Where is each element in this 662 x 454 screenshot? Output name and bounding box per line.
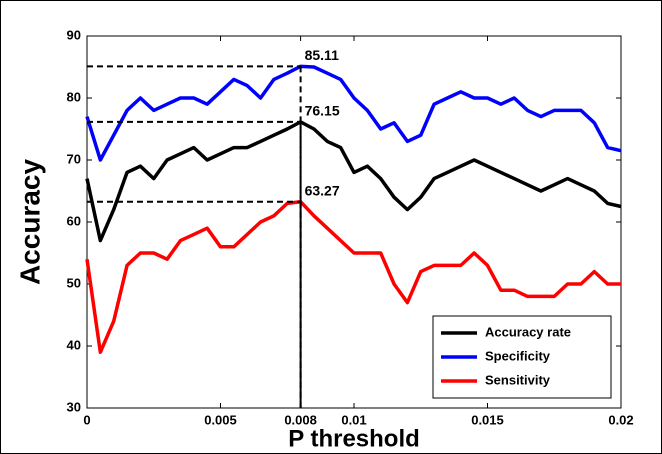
y-tick-label: 80 <box>67 89 81 104</box>
legend-label: Accuracy rate <box>485 324 571 339</box>
y-tick-label: 50 <box>67 275 81 290</box>
y-axis-label: Accuracy <box>14 159 45 286</box>
y-tick-label: 30 <box>67 399 81 414</box>
legend-label: Specificity <box>485 348 551 363</box>
legend-label: Sensitivity <box>485 372 551 387</box>
annotation-label: 85.11 <box>305 47 339 63</box>
annotation-label: 63.27 <box>305 182 340 198</box>
x-tick-label: 0.01 <box>341 412 366 427</box>
y-tick-label: 40 <box>67 337 81 352</box>
x-tick-label: 0.008 <box>284 412 317 427</box>
x-axis-label: P threshold <box>288 425 420 452</box>
y-tick-label: 60 <box>67 213 81 228</box>
x-tick-label: 0.005 <box>204 412 237 427</box>
series-line <box>85 64 622 162</box>
series-line <box>85 199 621 354</box>
y-tick-label: 90 <box>67 27 81 42</box>
series-line <box>85 120 622 243</box>
x-tick-label: 0 <box>83 412 90 427</box>
x-tick-label: 0.015 <box>471 412 504 427</box>
y-tick-label: 70 <box>67 151 81 166</box>
x-tick-label: 0.02 <box>608 412 633 427</box>
annotation-label: 76.15 <box>305 103 340 119</box>
